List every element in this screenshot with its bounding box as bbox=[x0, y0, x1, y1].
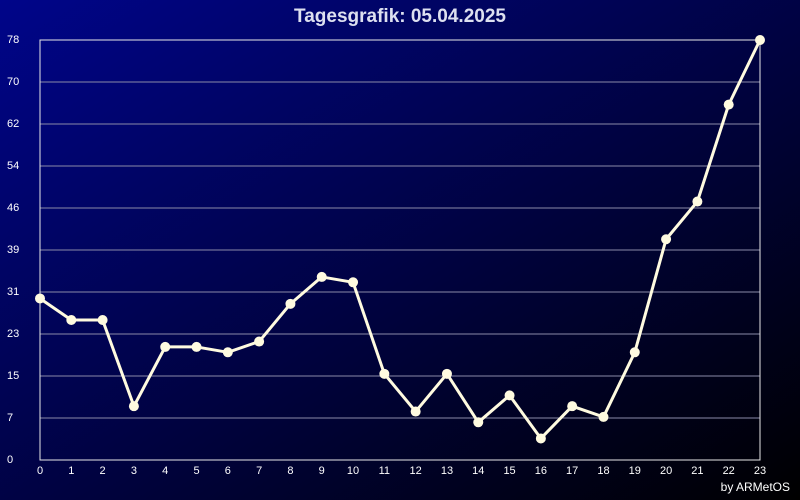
y-tick-label: 31 bbox=[7, 286, 19, 298]
x-tick-label: 3 bbox=[131, 465, 137, 477]
y-tick-label: 62 bbox=[7, 118, 19, 130]
plot-frame bbox=[39, 39, 761, 461]
y-tick-label: 70 bbox=[7, 76, 19, 88]
data-point bbox=[410, 406, 421, 417]
x-tick-label: 8 bbox=[287, 465, 293, 477]
x-tick-label: 15 bbox=[503, 465, 515, 477]
x-tick-label: 17 bbox=[566, 465, 578, 477]
x-tick-label: 11 bbox=[379, 465, 390, 477]
data-point bbox=[567, 401, 578, 412]
data-point bbox=[723, 99, 734, 110]
x-tick-label: 5 bbox=[193, 465, 199, 477]
x-tick-label: 14 bbox=[472, 465, 484, 477]
data-point bbox=[66, 315, 77, 325]
x-tick-label: 23 bbox=[754, 465, 766, 477]
x-tick-label: 2 bbox=[100, 465, 106, 477]
data-point bbox=[285, 298, 296, 309]
y-tick-label: 78 bbox=[7, 34, 19, 46]
data-point bbox=[222, 347, 233, 358]
data-line bbox=[39, 39, 762, 440]
data-point bbox=[316, 271, 327, 282]
x-tick-label: 16 bbox=[535, 465, 547, 477]
y-tick-label: 23 bbox=[7, 328, 19, 340]
x-tick-label: 12 bbox=[410, 465, 422, 477]
x-tick-label: 18 bbox=[597, 465, 609, 477]
data-point bbox=[379, 368, 390, 379]
data-point bbox=[755, 35, 765, 45]
data-point bbox=[441, 368, 452, 379]
x-tick-label: 22 bbox=[723, 465, 735, 477]
y-tick-label: 0 bbox=[7, 454, 13, 466]
x-tick-label: 0 bbox=[37, 465, 43, 477]
x-tick-label: 7 bbox=[256, 465, 262, 477]
data-point bbox=[473, 417, 484, 428]
data-point bbox=[35, 293, 45, 304]
x-tick-label: 21 bbox=[691, 465, 703, 477]
x-tick-label: 19 bbox=[629, 465, 641, 477]
y-tick-label: 7 bbox=[7, 412, 13, 424]
data-point bbox=[97, 315, 108, 325]
x-tick-label: 10 bbox=[347, 465, 359, 477]
x-tick-label: 1 bbox=[68, 465, 74, 477]
data-point bbox=[629, 347, 640, 358]
data-point bbox=[160, 341, 171, 352]
data-point bbox=[191, 341, 202, 352]
y-tick-label: 15 bbox=[7, 370, 19, 382]
x-tick-label: 6 bbox=[225, 465, 231, 477]
data-point bbox=[128, 401, 139, 412]
data-point bbox=[535, 433, 546, 444]
y-tick-label: 39 bbox=[7, 244, 19, 256]
y-tick-label: 54 bbox=[7, 160, 19, 172]
x-tick-label: 13 bbox=[441, 465, 453, 477]
data-point bbox=[598, 411, 609, 422]
data-point bbox=[504, 390, 515, 401]
credit: by ARMetOS bbox=[721, 480, 790, 494]
data-point bbox=[661, 234, 672, 245]
chart-title: Tagesgrafik: 05.04.2025 bbox=[294, 6, 506, 27]
y-tick-label: 46 bbox=[7, 202, 19, 214]
x-tick-label: 4 bbox=[162, 465, 168, 477]
data-point bbox=[348, 277, 359, 288]
data-point bbox=[254, 336, 265, 347]
data-point bbox=[692, 196, 703, 207]
x-tick-label: 20 bbox=[660, 465, 672, 477]
x-tick-label: 9 bbox=[319, 465, 325, 477]
